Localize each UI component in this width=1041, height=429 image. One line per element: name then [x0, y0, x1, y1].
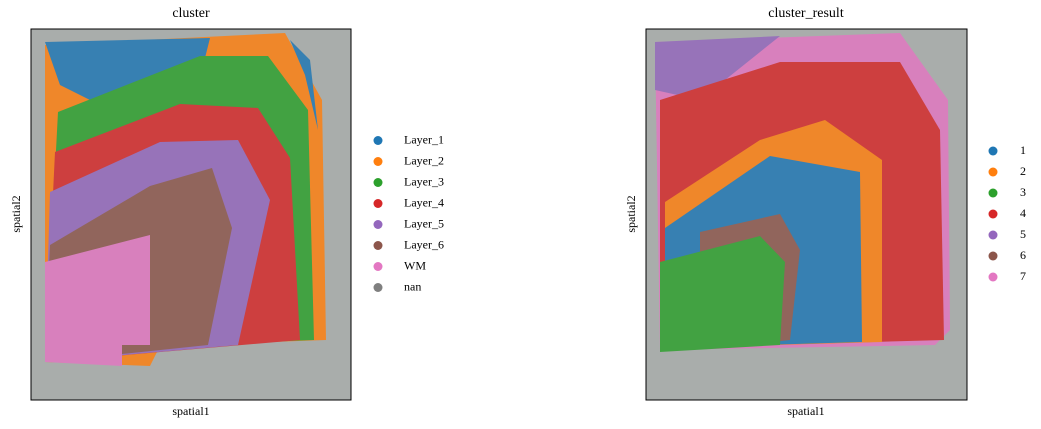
legend-marker [373, 283, 383, 292]
legend-marker [373, 199, 383, 208]
legend-marker [988, 167, 998, 177]
panel: cluster spatial1 spatial2 Layer_1 Layer_2… [9, 6, 444, 418]
axes-frame [30, 28, 352, 401]
legend-marker [988, 209, 998, 219]
legend-label: WM [404, 258, 426, 272]
legend-label: Layer_2 [404, 153, 444, 167]
legend-marker [988, 230, 998, 240]
panel-title: cluster_result [768, 6, 844, 21]
legend-label: Layer_4 [404, 195, 444, 209]
legend-label: 5 [1020, 227, 1026, 241]
legend-label: Layer_3 [404, 174, 444, 188]
x-axis-label: spatial1 [172, 404, 209, 418]
legend-label: 2 [1020, 164, 1026, 178]
legend-marker [373, 220, 383, 229]
axes-frame [645, 28, 968, 401]
legend-marker [373, 136, 383, 145]
legend-label: 3 [1020, 185, 1026, 199]
legend-label: 1 [1020, 143, 1026, 157]
x-axis-label: spatial1 [787, 404, 824, 418]
legend-label: 7 [1020, 269, 1026, 283]
legend-label: 6 [1020, 248, 1026, 262]
legend-marker [373, 178, 383, 187]
legend-label: 4 [1020, 206, 1026, 220]
legend-marker [988, 251, 998, 261]
tissue [655, 33, 950, 352]
legend-label: nan [404, 279, 421, 293]
legend-marker [988, 272, 998, 282]
legend-label: Layer_1 [404, 132, 444, 146]
legend-marker [373, 241, 383, 250]
y-axis-label: spatial2 [9, 195, 23, 232]
legend-label: Layer_5 [404, 216, 444, 230]
y-axis-label: spatial2 [624, 195, 638, 232]
panel: cluster_result spatial1 spatial2 1 2 3 4 5 6 7 [624, 6, 1026, 418]
legend-marker [988, 188, 998, 198]
panel-title: cluster [172, 6, 210, 21]
legend-label: Layer_6 [404, 237, 444, 251]
legend-marker [988, 146, 998, 156]
tissue [45, 33, 326, 366]
legend-marker [373, 262, 383, 271]
legend-marker [373, 157, 383, 166]
